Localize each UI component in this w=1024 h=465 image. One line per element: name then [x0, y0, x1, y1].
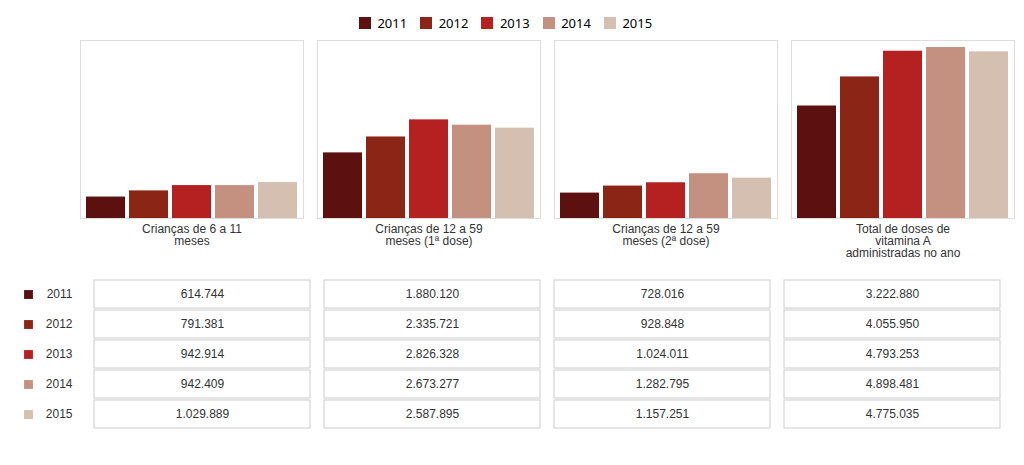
- svg-text:2015: 2015: [46, 407, 73, 421]
- svg-text:4.775.035: 4.775.035: [866, 407, 920, 421]
- svg-text:Crianças de 12 a 59meses (2ª d: Crianças de 12 a 59meses (2ª dose): [612, 222, 720, 248]
- html-text:2015: 2015: [622, 13, 653, 32]
- svg-text:4.055.950: 4.055.950: [866, 317, 920, 331]
- html-text:2012: 2012: [438, 13, 469, 32]
- svg-text:791.381: 791.381: [181, 317, 225, 331]
- svg-text:2013: 2013: [46, 347, 73, 361]
- svg-text:Crianças de 6 a 11meses: Crianças de 6 a 11meses: [142, 222, 242, 248]
- svg-text:2014: 2014: [46, 377, 73, 391]
- svg-text:942.409: 942.409: [181, 377, 225, 391]
- svg-text:928.848: 928.848: [641, 317, 685, 331]
- html-text:2014: 2014: [561, 13, 591, 32]
- svg-text:942.914: 942.914: [181, 347, 225, 361]
- html-text:2013: 2013: [499, 13, 530, 32]
- html-text:2011: 2011: [377, 13, 408, 32]
- svg-text:2.826.328: 2.826.328: [406, 347, 460, 361]
- svg-text:1.157.251: 1.157.251: [636, 407, 690, 421]
- svg-text:1.029.889: 1.029.889: [176, 407, 230, 421]
- svg-text:2.335.721: 2.335.721: [406, 317, 460, 331]
- svg-text:728.016: 728.016: [641, 287, 685, 301]
- svg-text:1.024.011: 1.024.011: [636, 347, 689, 361]
- svg-text:Crianças de 12 a 59meses (1ª d: Crianças de 12 a 59meses (1ª dose): [375, 222, 483, 248]
- svg-text:2012: 2012: [46, 317, 73, 331]
- svg-text:2011: 2011: [47, 287, 73, 301]
- svg-text:Total de doses devitamina Aadm: Total de doses devitamina Aadministradas…: [846, 222, 961, 260]
- svg-text:4.898.481: 4.898.481: [866, 377, 920, 391]
- svg-text:2.673.277: 2.673.277: [406, 377, 460, 391]
- svg-text:4.793.253: 4.793.253: [866, 347, 920, 361]
- svg-text:1.282.795: 1.282.795: [636, 377, 690, 391]
- svg-text:2.587.895: 2.587.895: [406, 407, 460, 421]
- svg-text:3.222.880: 3.222.880: [866, 287, 920, 301]
- svg-text:614.744: 614.744: [181, 287, 225, 301]
- svg-text:1.880.120: 1.880.120: [406, 287, 460, 301]
